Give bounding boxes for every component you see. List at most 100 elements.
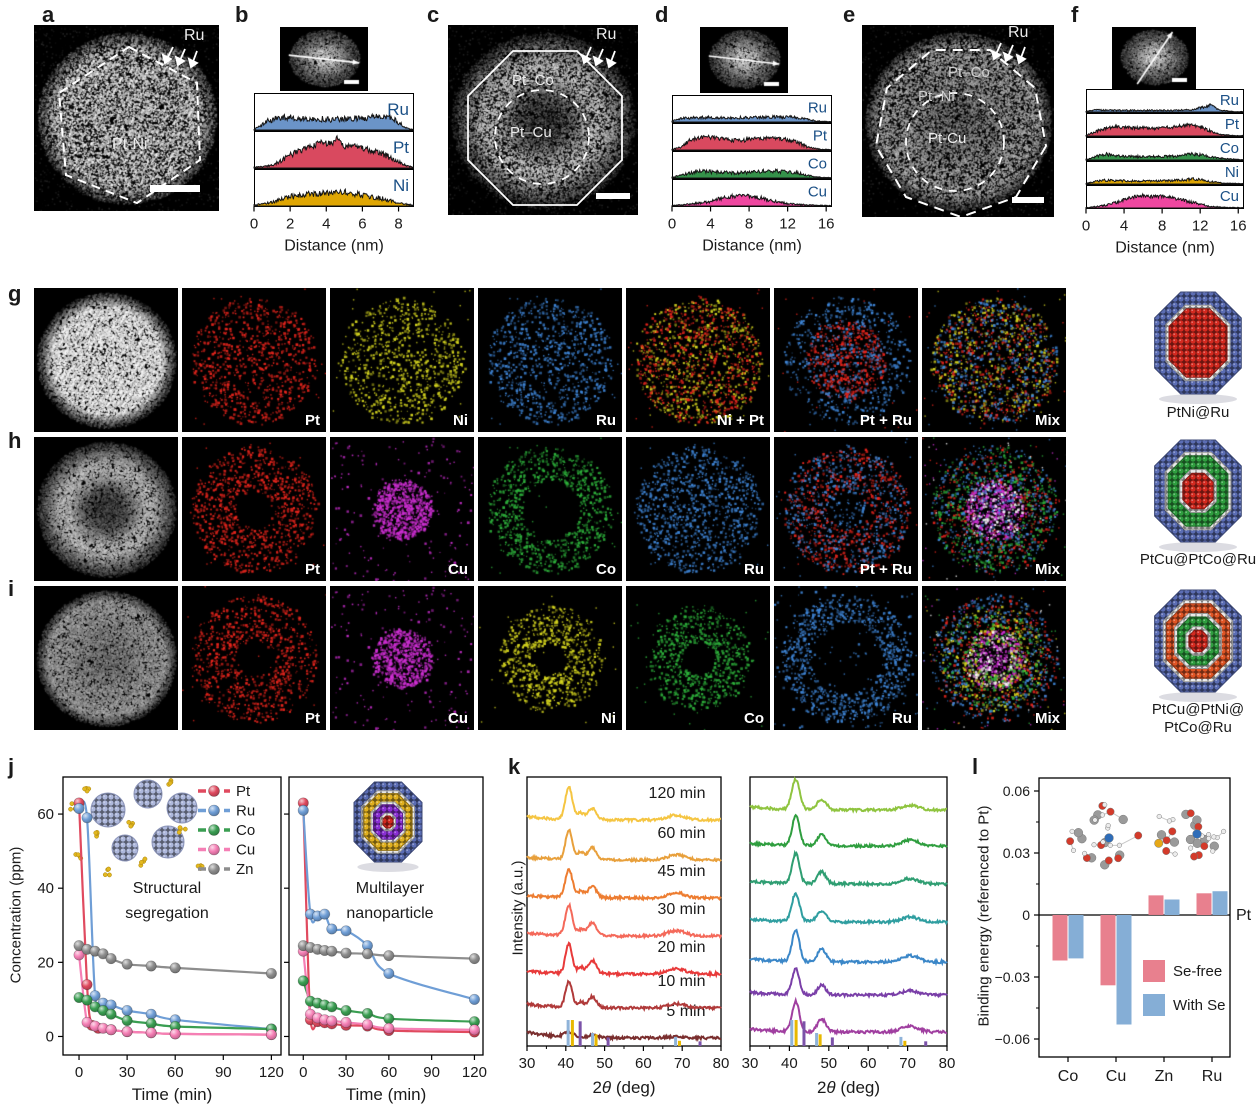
- svg-text:−0.06: −0.06: [995, 1031, 1031, 1047]
- map-label: Mix: [1034, 561, 1060, 578]
- panel-a-overlay: [57, 45, 202, 205]
- map-i-cu: Cu: [330, 586, 474, 730]
- svg-text:60: 60: [167, 1064, 184, 1081]
- map-i-haadf: [34, 586, 178, 730]
- panel-b-inset-tem: [280, 27, 368, 91]
- svg-text:80: 80: [713, 1055, 730, 1072]
- map-label: Mix: [1034, 710, 1060, 727]
- map-label: Ru: [744, 561, 764, 578]
- panel-e-overlay: [874, 42, 1048, 217]
- svg-text:−0.03: −0.03: [995, 969, 1031, 985]
- svg-text:Pt: Pt: [1225, 116, 1240, 133]
- panel-c-tem-image: Pt–Co Pt–Cu Ru: [448, 25, 638, 215]
- svg-text:Time (min): Time (min): [132, 1085, 213, 1104]
- svg-text:30 min: 30 min: [657, 901, 705, 918]
- ru-arrows-icon: [990, 42, 1027, 65]
- svg-text:45 min: 45 min: [657, 863, 705, 880]
- svg-text:Pt: Pt: [236, 783, 251, 800]
- panel-b-profile-chart: Ru Pt Ni 0 2 4 6 8 Distance (nm): [250, 93, 414, 255]
- svg-text:50: 50: [596, 1055, 613, 1072]
- map-i-ru: Ru: [774, 586, 918, 730]
- map-i-mix: Mix: [922, 586, 1066, 730]
- panel-h-label: h: [8, 428, 22, 453]
- map-g-ru: Ru: [478, 288, 622, 432]
- map-label: Mix: [1034, 412, 1060, 429]
- k-right-xrd: 30 40 50 60 70 80 2θ (deg): [742, 776, 955, 1097]
- svg-text:60: 60: [860, 1055, 877, 1072]
- svg-text:30: 30: [338, 1064, 355, 1081]
- svg-text:12: 12: [1192, 218, 1209, 235]
- svg-text:4: 4: [1120, 218, 1128, 235]
- map-label: Pt + Ru: [859, 412, 912, 429]
- svg-text:0.06: 0.06: [1003, 783, 1030, 799]
- svg-text:0: 0: [299, 1064, 307, 1081]
- svg-text:With Se: With Se: [1173, 997, 1226, 1014]
- model-ptcu-ptco-ru: [1154, 439, 1242, 552]
- scale-bar: [1012, 197, 1044, 203]
- panel-c-overlay: [467, 46, 630, 206]
- map-g-nipt: Ni + Pt: [626, 288, 770, 432]
- j-left-plot: Structural segregation 0 20 40 60 0 30 60 90 120 Ti…: [37, 776, 284, 1104]
- svg-text:Cu: Cu: [1220, 188, 1239, 205]
- svg-text:30: 30: [742, 1055, 759, 1072]
- panel-f-label: f: [1071, 2, 1079, 27]
- svg-text:40: 40: [37, 880, 54, 897]
- panel-c-label: c: [427, 2, 440, 27]
- panel-b-label: b: [235, 2, 249, 27]
- svg-text:Cu: Cu: [236, 842, 255, 859]
- map-label: Pt: [305, 412, 320, 429]
- svg-text:Distance (nm): Distance (nm): [284, 238, 384, 255]
- svg-text:70: 70: [899, 1055, 916, 1072]
- svg-text:Co: Co: [808, 156, 827, 173]
- svg-text:2θ (deg): 2θ (deg): [817, 1078, 880, 1097]
- panel-a-tem-image: Pt-Ni Ru: [34, 25, 219, 211]
- map-label: Ru: [892, 710, 912, 727]
- panel-d-label: d: [655, 2, 669, 27]
- svg-text:30: 30: [519, 1055, 536, 1072]
- scale-bar: [150, 185, 200, 192]
- map-label: Co: [596, 561, 616, 578]
- svg-text:nanoparticle: nanoparticle: [346, 905, 433, 922]
- panel-a-haadf-canvas: [34, 25, 219, 211]
- svg-text:40: 40: [557, 1055, 574, 1072]
- svg-text:50: 50: [820, 1055, 837, 1072]
- svg-text:30: 30: [119, 1064, 136, 1081]
- svg-text:Ru: Ru: [236, 803, 255, 820]
- model-i-label-line1: PtCu@PtNi@: [1151, 701, 1245, 718]
- svg-text:Se-free: Se-free: [1173, 963, 1222, 980]
- svg-text:Co: Co: [236, 822, 255, 839]
- map-label: Ni: [601, 710, 616, 727]
- panel-e-ru-label: Ru: [1008, 24, 1029, 41]
- svg-text:Zn: Zn: [236, 861, 254, 878]
- map-h-mix: Mix: [922, 437, 1066, 581]
- svg-text:0: 0: [1022, 907, 1030, 923]
- svg-text:segregation: segregation: [125, 905, 209, 922]
- svg-text:Cu: Cu: [808, 184, 827, 201]
- l-bar-chart: 0.06 0.03 0 −0.03 −0.06 Co Cu Zn Ru Pt Se-free With…: [995, 777, 1252, 1085]
- panel-d-inset-tem: [700, 27, 788, 93]
- svg-text:120 min: 120 min: [649, 785, 706, 802]
- svg-text:60: 60: [381, 1064, 398, 1081]
- panel-f-inset-tem: [1112, 27, 1196, 89]
- map-label: Ru: [596, 412, 616, 429]
- svg-text:Pt: Pt: [1236, 907, 1252, 924]
- ru-arrows-icon: [580, 46, 617, 69]
- j-y-axis-label: Concentration (ppm): [7, 846, 25, 984]
- svg-text:12: 12: [779, 216, 796, 233]
- model-ptcu-ptni-ptco-ru: [1154, 589, 1242, 702]
- panel-e-tem-image: Pt–Co Pt–Ni Pt-Cu Ru: [862, 25, 1054, 217]
- scale-bar: [596, 193, 630, 199]
- svg-text:90: 90: [215, 1064, 232, 1081]
- svg-text:Ni: Ni: [393, 176, 409, 195]
- svg-text:120: 120: [462, 1064, 487, 1081]
- map-i-pt: Pt: [182, 586, 326, 730]
- panel-f-profile-chart: Ru Pt Co Ni Cu 0 4 8 12 16 Distance (nm): [1082, 89, 1247, 257]
- svg-text:2: 2: [286, 216, 294, 233]
- ru-arrows-icon: [161, 46, 199, 69]
- svg-text:4: 4: [322, 216, 330, 233]
- svg-text:0: 0: [46, 1028, 54, 1045]
- map-g-ptru: Pt + Ru: [774, 288, 918, 432]
- svg-text:60: 60: [635, 1055, 652, 1072]
- model-g-label: PtNi@Ru: [1166, 404, 1230, 421]
